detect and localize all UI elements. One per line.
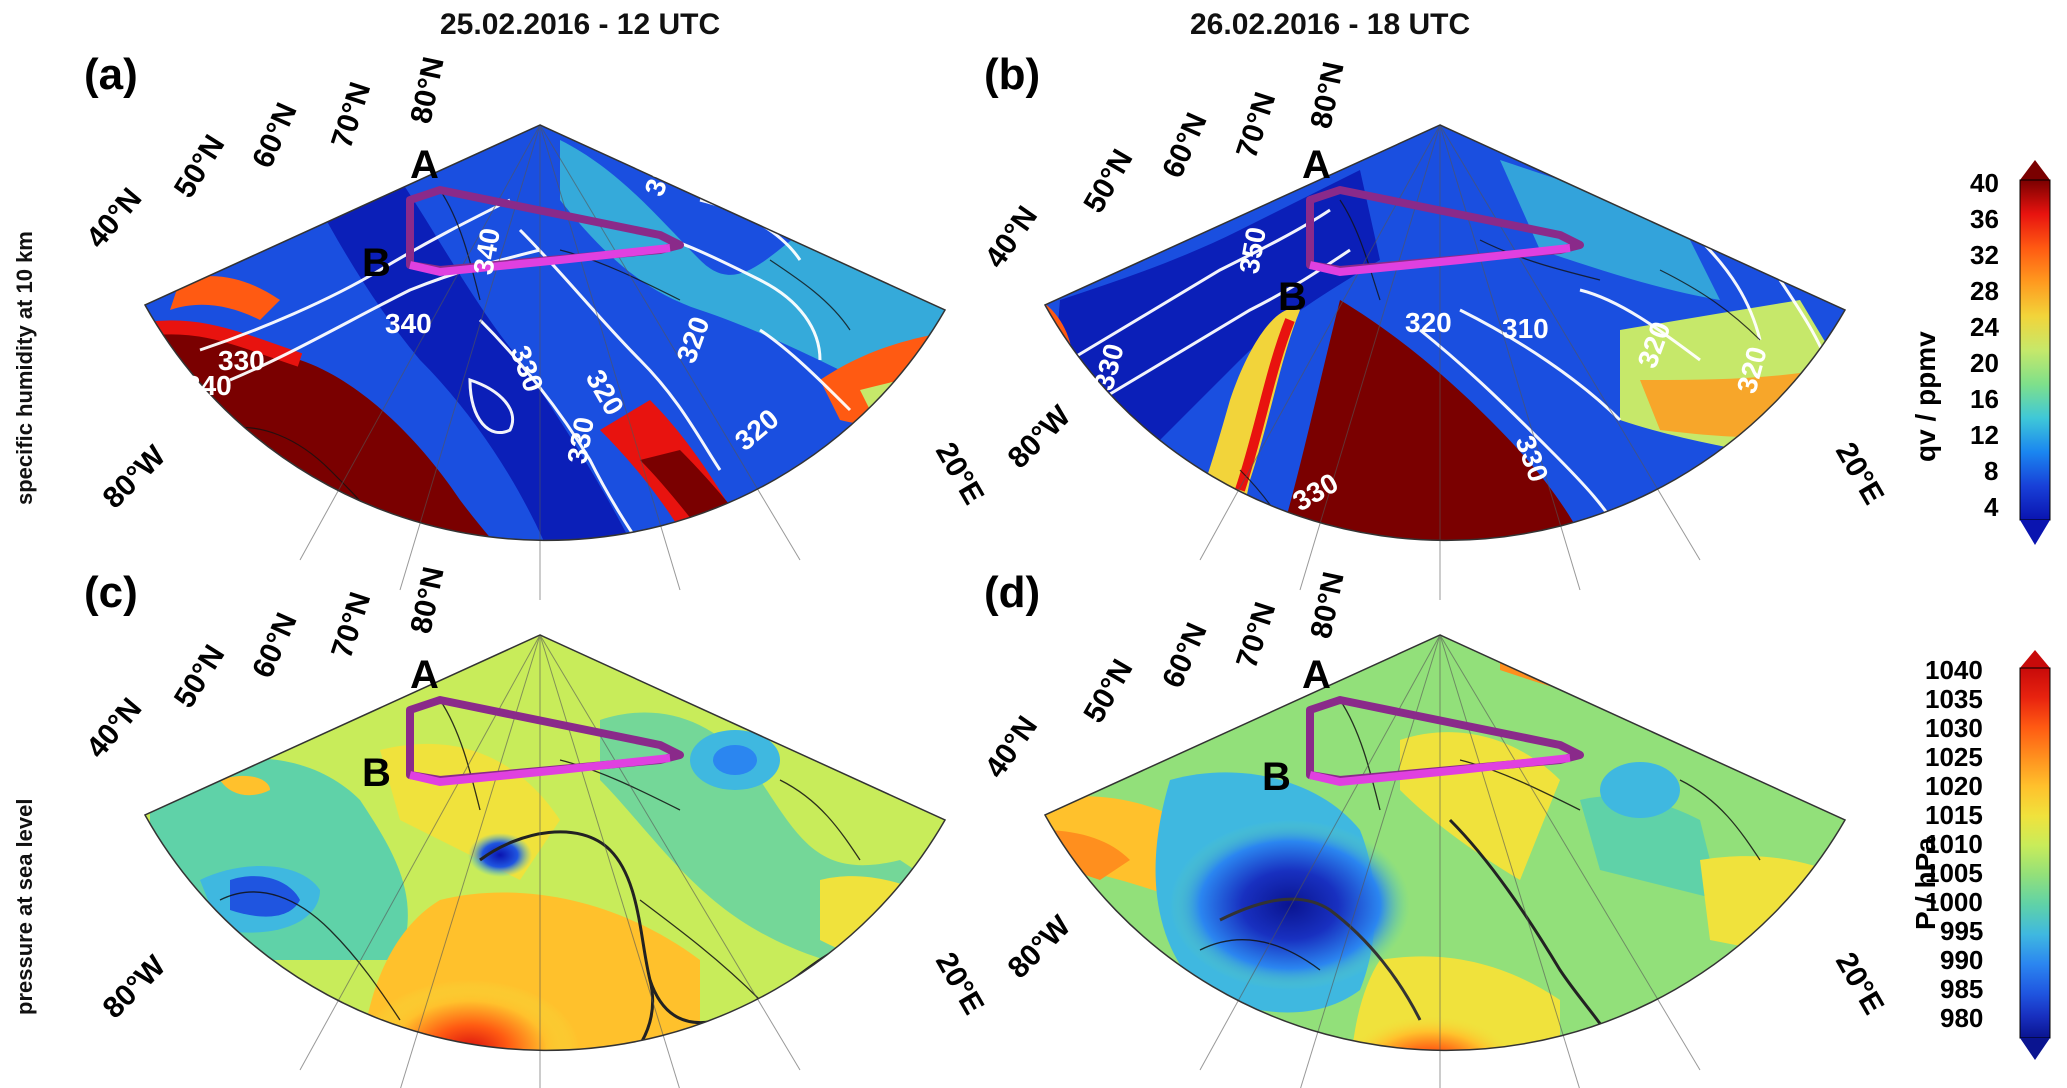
lon-label-80w: 80°W — [1002, 399, 1078, 475]
colorbar-tick: 1015 — [1925, 800, 1983, 830]
lat-label-70n: 70°N — [1230, 598, 1282, 672]
contour-label: 320 — [1405, 307, 1452, 338]
map-panel-d: 40°N 50°N 60°N 70°N 80°N 80°W 20°E A B — [979, 569, 1890, 1088]
lat-label-80n: 80°N — [1305, 59, 1351, 131]
lat-label-50n: 50°N — [1077, 654, 1139, 729]
colorbar-pressure — [2019, 650, 2051, 1060]
lat-label-60n: 60°N — [1156, 618, 1213, 693]
map-panel-c: 40°N 50°N 60°N 70°N 80°N 80°W 20°E A B — [80, 564, 990, 1088]
colorbar-tick: 1020 — [1925, 771, 1983, 801]
lat-label-70n: 70°N — [1230, 88, 1282, 162]
colorbar-tick: 1040 — [1925, 655, 1983, 685]
colorbar-unit-humidity: qv / ppmv — [1910, 331, 1941, 462]
lat-label-80n: 80°N — [1305, 569, 1351, 641]
colorbar-tick: 28 — [1970, 276, 1999, 306]
colorbar-tick: 990 — [1940, 945, 1984, 975]
lat-label-40n: 40°N — [80, 692, 148, 765]
lon-label-20e: 20°E — [929, 947, 990, 1020]
lon-label-80w: 80°W — [97, 949, 173, 1025]
panel-letter-c: (c) — [84, 568, 138, 617]
colorbar-tick: 20 — [1970, 348, 1999, 378]
colorbar-tick: 980 — [1940, 1003, 1984, 1033]
contour-label: 340 — [385, 308, 432, 339]
colorbar-tick: 1010 — [1925, 829, 1983, 859]
lat-label-80n: 80°N — [405, 54, 451, 126]
colorbar-tick: 36 — [1970, 204, 1999, 234]
panel-letter-b: (b) — [984, 50, 1041, 99]
map-panel-a: 40°N 50°N 60°N 70°N 80°N 80°W 20°E A B 3… — [80, 54, 990, 600]
colorbar-tick: 1025 — [1925, 742, 1983, 772]
lon-label-20e: 20°E — [929, 437, 990, 510]
point-b-label: B — [1278, 275, 1307, 319]
lat-label-50n: 50°N — [1077, 144, 1139, 219]
colorbar-tick: 4 — [1984, 492, 1999, 522]
map-panel-b: 40°N 50°N 60°N 70°N 80°N 80°W 20°E A B 3… — [979, 59, 1890, 600]
contour-label: 310 — [1502, 313, 1549, 344]
lat-label-50n: 50°N — [168, 639, 232, 713]
colorbar-tick: 1030 — [1925, 713, 1983, 743]
colorbar-tick: 24 — [1970, 312, 1999, 342]
lat-label-40n: 40°N — [979, 200, 1044, 274]
lat-label-40n: 40°N — [80, 182, 148, 255]
panel-letter-a: (a) — [84, 50, 138, 99]
colorbar-tick: 12 — [1970, 420, 1999, 450]
column-title-2: 26.02.2016 - 18 UTC — [1190, 8, 1471, 41]
point-b-label: B — [1262, 755, 1291, 799]
lon-label-20e: 20°E — [1829, 947, 1890, 1020]
colorbar-tick: 1005 — [1925, 858, 1983, 888]
contour-label: 330 — [218, 345, 265, 376]
lat-label-70n: 70°N — [325, 588, 377, 662]
lat-label-60n: 60°N — [1156, 108, 1213, 183]
lon-label-80w: 80°W — [97, 439, 173, 515]
contour-label: 340 — [185, 370, 232, 401]
colorbar-tick: 32 — [1970, 240, 1999, 270]
lat-label-40n: 40°N — [979, 710, 1044, 784]
column-title-1: 25.02.2016 - 12 UTC — [440, 8, 721, 41]
lat-label-60n: 60°N — [246, 98, 303, 173]
colorbar-tick: 985 — [1940, 974, 1984, 1004]
lat-label-80n: 80°N — [405, 564, 451, 636]
point-b-label: B — [362, 751, 391, 795]
colorbar-tick: 1035 — [1925, 684, 1983, 714]
lon-label-20e: 20°E — [1829, 437, 1890, 510]
colorbar-tick: 1000 — [1925, 887, 1983, 917]
point-a-label: A — [410, 653, 439, 697]
lat-label-60n: 60°N — [246, 608, 303, 683]
point-a-label: A — [1302, 653, 1331, 697]
lon-label-80w: 80°W — [1002, 909, 1078, 985]
panel-letter-d: (d) — [984, 568, 1041, 617]
colorbar-tick: 8 — [1984, 456, 1999, 486]
point-b-label: B — [362, 241, 391, 285]
lat-label-70n: 70°N — [325, 78, 377, 152]
point-a-label: A — [410, 143, 439, 187]
colorbar-tick: 16 — [1970, 384, 1999, 414]
lat-label-50n: 50°N — [168, 129, 232, 203]
colorbar-tick: 995 — [1940, 916, 1984, 946]
point-a-label: A — [1302, 143, 1331, 187]
colorbar-tick: 40 — [1970, 168, 1999, 198]
colorbar-humidity — [2019, 160, 2051, 545]
